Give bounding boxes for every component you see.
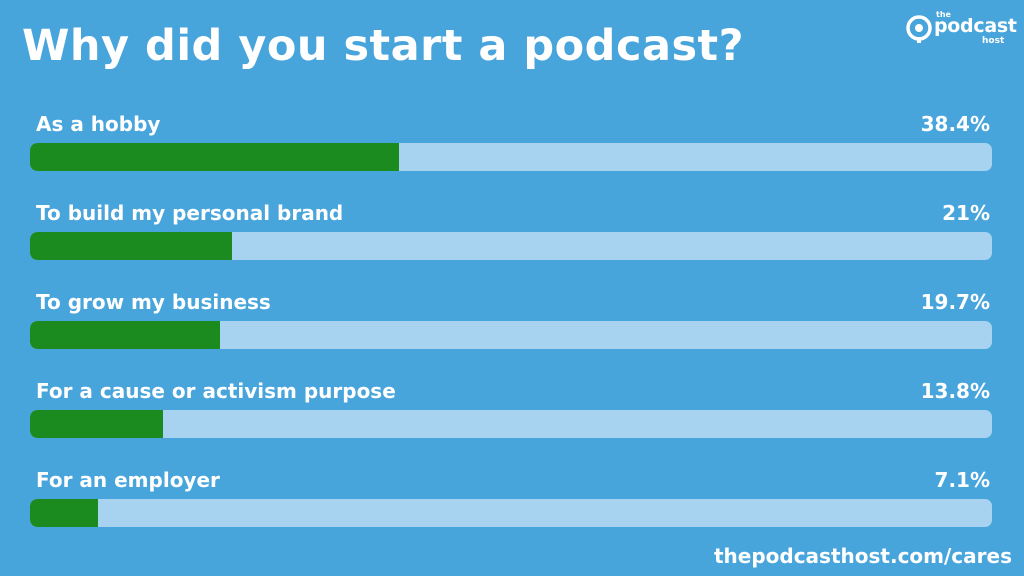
bar-label: As a hobby bbox=[36, 112, 161, 136]
chart-title: Why did you start a podcast? bbox=[22, 21, 745, 71]
bar-fill bbox=[30, 143, 399, 171]
bar-row: As a hobby 38.4% bbox=[30, 110, 992, 174]
bar-value-label: 19.7% bbox=[920, 290, 990, 314]
footer-url: thepodcasthost.com/cares bbox=[713, 544, 1012, 568]
podcast-host-logo: the podcast host bbox=[904, 8, 1017, 48]
bar-row: To build my personal brand 21% bbox=[30, 199, 992, 263]
bar-value-label: 38.4% bbox=[920, 112, 990, 136]
bar-row: To grow my business 19.7% bbox=[30, 288, 992, 352]
bar-fill bbox=[30, 499, 98, 527]
bar-track bbox=[30, 410, 992, 438]
bar-track bbox=[30, 232, 992, 260]
bar-label: To grow my business bbox=[36, 290, 271, 314]
bar-value-label: 7.1% bbox=[934, 468, 990, 492]
bar-value-label: 13.8% bbox=[920, 379, 990, 403]
bar-row: For a cause or activism purpose 13.8% bbox=[30, 377, 992, 441]
logo-text-podcast: podcast bbox=[934, 15, 1017, 37]
bar-fill bbox=[30, 321, 220, 349]
bar-value-label: 21% bbox=[942, 201, 990, 225]
bar-track bbox=[30, 143, 992, 171]
bar-label: For a cause or activism purpose bbox=[36, 379, 396, 403]
bar-track bbox=[30, 321, 992, 349]
logo-text-the: the bbox=[936, 10, 951, 19]
microphone-icon bbox=[906, 15, 932, 43]
bar-track bbox=[30, 499, 992, 527]
bar-label: For an employer bbox=[36, 468, 220, 492]
bar-fill bbox=[30, 232, 232, 260]
bar-fill bbox=[30, 410, 163, 438]
bar-row: For an employer 7.1% bbox=[30, 466, 992, 530]
logo-text-host: host bbox=[982, 36, 1005, 46]
bar-label: To build my personal brand bbox=[36, 201, 344, 225]
